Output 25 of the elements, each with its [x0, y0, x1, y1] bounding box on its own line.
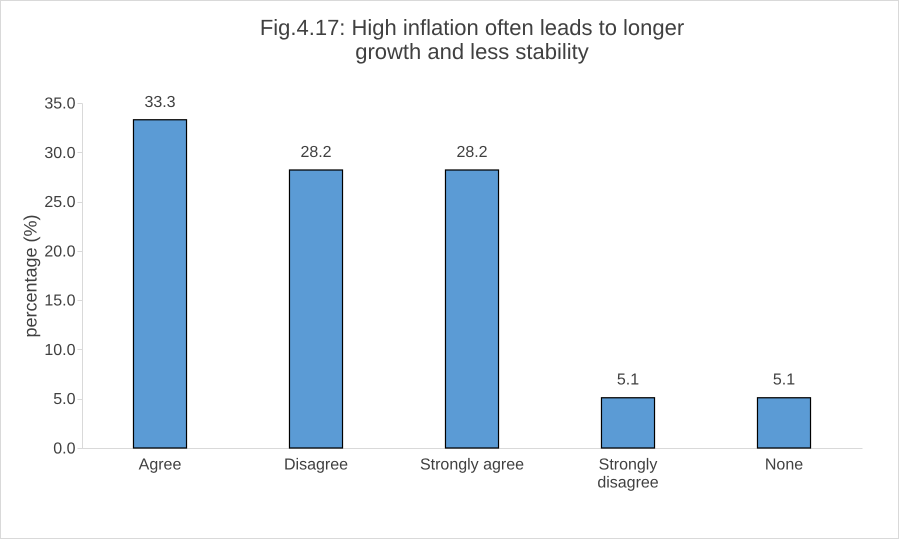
bar [288, 169, 344, 449]
bar [756, 397, 812, 449]
data-label: 28.2 [456, 144, 488, 162]
data-label: 5.1 [616, 372, 640, 389]
y-tick-label: 5.0 [53, 391, 76, 408]
x-tick-label: Disagree [284, 456, 348, 474]
bar [600, 397, 656, 449]
bar [444, 169, 500, 449]
y-tick-label: 20.0 [44, 243, 76, 260]
data-label: 5.1 [772, 372, 796, 389]
y-tick-label: 35.0 [44, 96, 76, 112]
x-tick-label: Strongly agree [420, 456, 524, 474]
y-axis-title: percentage (%) [20, 214, 40, 338]
data-label: 28.2 [300, 144, 332, 162]
y-tick-label: 0.0 [53, 440, 76, 458]
y-tick-label: 10.0 [44, 342, 76, 359]
data-label: 33.3 [144, 94, 176, 111]
bar [132, 119, 188, 449]
y-tick-label: 30.0 [44, 144, 76, 162]
x-tick-label: Strongly disagree [597, 456, 659, 492]
x-tick-label: None [764, 456, 804, 474]
chart-title: Fig.4.17: High inflation often leads to longer growth and less stability [260, 14, 684, 64]
y-tick-label: 15.0 [44, 292, 76, 310]
x-tick-label: Agree [138, 456, 182, 474]
y-tick-label: 25.0 [44, 194, 76, 212]
